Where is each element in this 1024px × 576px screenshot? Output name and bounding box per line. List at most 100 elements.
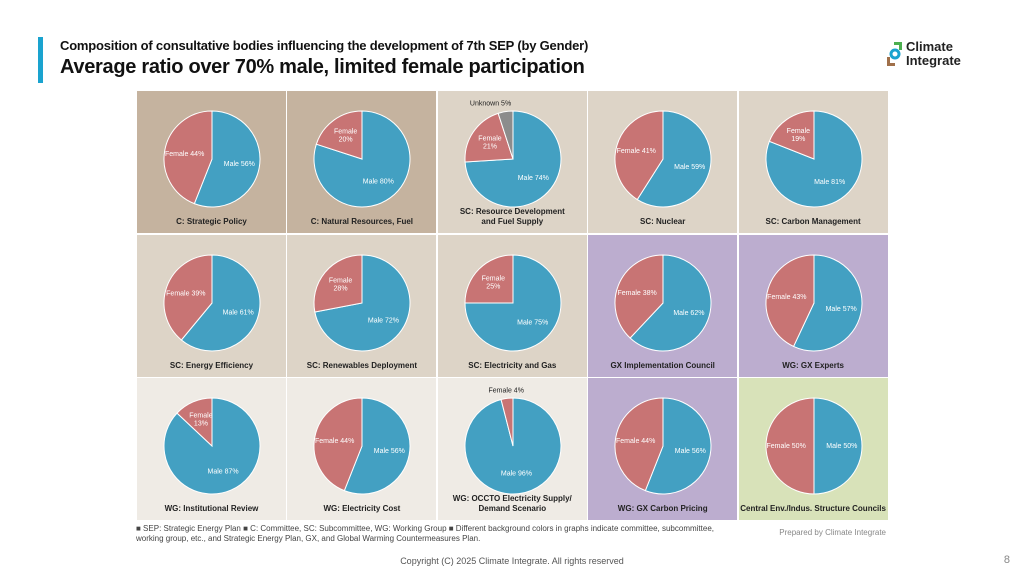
slice-label-male: Male 62%: [674, 310, 705, 317]
pie-slice-female: [614, 110, 664, 201]
pie-slice-female: [614, 254, 664, 339]
pie-panel: Male 75% Female 25% SC: Electricity and Gas: [437, 234, 587, 377]
pie-title: GX Implementation Council: [610, 360, 715, 370]
pie-title: SC: Carbon Management: [765, 217, 861, 226]
pie-slice-female: [464, 254, 514, 304]
pie-chart: Male 87% Female 13%: [163, 397, 261, 495]
pie-panel: Male 81% Female 19% SC: Carbon Management: [738, 91, 888, 233]
pie-chart: Male 72% Female 28%: [313, 254, 411, 352]
page-number: 8: [1003, 554, 1010, 566]
pie-slice-unknown: [497, 110, 514, 160]
pie-chart: Male 57% Female 43%: [765, 254, 863, 352]
pie-slice-male: [464, 254, 562, 352]
pie-slice-male: [792, 254, 863, 352]
slice-label-female: Female 20%: [334, 128, 357, 143]
pie-chart: Male 74% Female 21% Unknown 5%: [464, 101, 562, 208]
pie-slice-female: [464, 112, 514, 163]
accent-bar: [38, 37, 43, 83]
pie-panel: Male 72% Female 28% SC: Renewables Deployme…: [287, 234, 437, 377]
pie-title: SC: Renewables Deployment: [306, 360, 418, 370]
slice-label-male: Male 57%: [825, 306, 856, 313]
slice-label-male: Male 96%: [501, 471, 532, 478]
slice-label-female: Female 13%: [189, 413, 212, 428]
pie-title: C: Natural Resources, Fuel: [310, 217, 414, 226]
pie-slice-male: [813, 397, 863, 495]
pie-title: SC: Resource Development and Fuel Supply: [459, 207, 565, 226]
slice-label-male: Male 59%: [674, 164, 705, 171]
pie-title: SC: Energy Efficiency: [169, 360, 254, 370]
slice-label-female: Female 28%: [329, 277, 352, 292]
slice-label-female: Female 38%: [618, 289, 657, 296]
slice-label-female: Female 44%: [616, 438, 655, 445]
pie-chart: Male 50% Female 50%: [765, 397, 863, 495]
pie-slice-female: [313, 397, 363, 492]
slice-label-male: Male 74%: [518, 175, 549, 182]
slice-label-female: Female 50%: [766, 443, 805, 450]
pie-slice-female: [163, 110, 213, 205]
pie-panel: Male 56% Female 44% WG: GX Carbon Pricing: [588, 378, 738, 521]
pie-title: WG: Institutional Review: [164, 504, 259, 514]
copyright: Copyright (C) 2025 Climate Integrate. Al…: [400, 556, 624, 566]
pie-slice-female: [313, 254, 363, 313]
pie-panel: Male 59% Female 41% SC: Nuclear: [588, 91, 738, 233]
pie-slice-female: [500, 397, 514, 447]
pie-chart: Male 81% Female 19%: [765, 110, 863, 208]
pie-chart: Male 56% Female 44%: [163, 110, 261, 208]
slice-label-female: Female 43%: [767, 294, 806, 301]
pie-chart: Male 59% Female 41%: [614, 110, 712, 208]
pie-slice-female: [765, 254, 815, 347]
pie-chart: Male 96% Female 4%: [464, 388, 562, 495]
pie-slice-male: [636, 110, 712, 208]
slice-label-female: Female 4%: [488, 388, 523, 395]
pie-title: WG: Electricity Cost: [323, 504, 401, 514]
pie-title: WG: OCCTO Electricity Supply/ Demand Sce…: [452, 494, 572, 514]
pie-panel: Male 74% Female 21% Unknown 5% SC: Resource …: [437, 91, 587, 233]
slice-label-male: Male 80%: [363, 179, 394, 186]
pie-chart: Male 61% Female 39%: [163, 254, 261, 352]
slice-label-male: Male 56%: [675, 449, 706, 456]
slice-label-female: Female 41%: [617, 148, 656, 155]
slice-label-male: Male 56%: [374, 449, 405, 456]
pie-title: SC: Electricity and Gas: [468, 360, 557, 370]
pie-panel: Male 62% Female 38% GX Implementation Coun…: [588, 234, 738, 377]
pie-panel: Male 57% Female 43% WG: GX Experts: [738, 234, 888, 377]
pie-slice-female: [765, 397, 815, 495]
pie-chart: Male 62% Female 38%: [614, 254, 712, 352]
prepared-by: Prepared by Climate Integrate: [779, 528, 886, 537]
pie-chart: Male 80% Female 20%: [313, 110, 411, 208]
pie-slice-male: [629, 254, 712, 352]
pie-panel: Male 56% Female 44% C: Strategic Policy: [137, 91, 286, 233]
slide-title: Average ratio over 70% male, limited fem…: [60, 56, 585, 78]
pie-slice-female: [163, 254, 213, 341]
logo-icon: [887, 42, 902, 66]
slice-label-male: Male 75%: [517, 319, 548, 326]
pie-slice-male: [193, 110, 261, 208]
pie-title: C: Strategic Policy: [176, 217, 247, 226]
logo-text-line2: Integrate: [906, 53, 961, 68]
pie-chart: Male 75% Female 25%: [464, 254, 562, 352]
pie-chart: Male 56% Female 44%: [313, 397, 411, 495]
pie-slice-female: [176, 397, 213, 448]
pie-slice-male: [644, 397, 712, 495]
pie-slice-female: [316, 110, 363, 160]
slice-label-male: Male 56%: [224, 161, 255, 168]
pie-slice-male: [344, 397, 411, 495]
slice-label-male: Male 61%: [223, 309, 254, 316]
pie-chart-grid: Male 56% Female 44% C: Strategic Policy Mal…: [136, 90, 888, 521]
logo-text-line1: Climate: [906, 39, 953, 54]
slice-label-female: Female 19%: [786, 128, 809, 143]
slice-label-female: Female 39%: [166, 290, 205, 297]
pie-panel: Male 87% Female 13% WG: Institutional Revie…: [137, 378, 286, 521]
pie-slice-female: [768, 110, 815, 160]
pie-panel: Male 96% Female 4% WG: OCCTO Electricity S…: [437, 378, 587, 521]
pie-slice-male: [765, 110, 863, 208]
slide-subtitle: Composition of consultative bodies influ…: [60, 38, 589, 53]
pie-slice-female: [614, 397, 664, 492]
climate-integrate-logo: Climate Integrate: [886, 40, 996, 70]
slice-label-unknown: Unknown 5%: [470, 101, 511, 108]
pie-title: WG: GX Experts: [782, 360, 844, 370]
slice-label-male: Male 50%: [826, 443, 857, 450]
pie-panel: Male 50% Female 50% Central Env./Indus. St…: [738, 378, 888, 521]
pie-title: Central Env./Indus. Structure Councils: [740, 504, 886, 514]
